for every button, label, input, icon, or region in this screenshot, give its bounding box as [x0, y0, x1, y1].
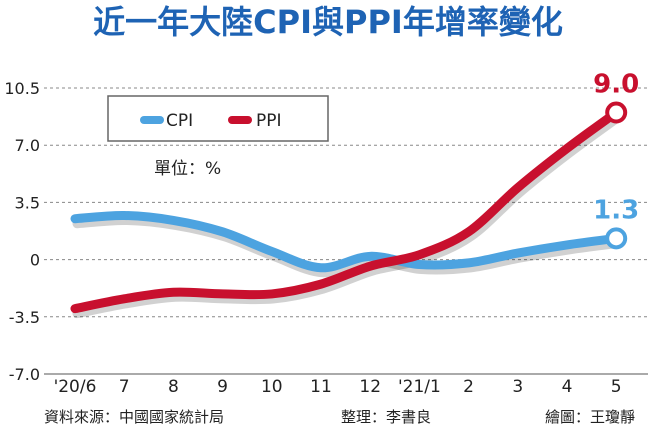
editor-note: 整理：李書良: [341, 408, 432, 426]
y-tick-label: 3.5: [15, 193, 40, 212]
x-tick-label: 9: [217, 377, 228, 397]
chart-title: 近一年大陸CPI與PPI年增率變化: [93, 3, 563, 41]
series-shadow-cpi: [72, 215, 623, 278]
legend-label-ppi: PPI: [256, 111, 282, 131]
series-shadow-ppi: [72, 113, 623, 319]
x-tick-label: 12: [359, 377, 381, 397]
x-tick-label: '21/1: [398, 377, 441, 397]
x-tick-label: 2: [463, 377, 474, 397]
x-tick-label: 8: [168, 377, 179, 397]
series-line-cpi: [70, 210, 621, 273]
x-tick-label: 11: [310, 377, 332, 397]
y-tick-label: 10.5: [4, 79, 40, 98]
unit-label: 單位：%: [154, 159, 221, 179]
series-line-ppi: [70, 108, 621, 314]
x-tick-label: 7: [119, 377, 130, 397]
x-tick-label: 3: [512, 377, 523, 397]
y-tick-label: 7.0: [15, 136, 40, 155]
source-note: 資料來源：中國國家統計局: [44, 408, 225, 426]
end-marker-ppi: [605, 101, 628, 124]
x-tick-label: '20/6: [54, 377, 97, 397]
y-tick-label: 0: [30, 251, 40, 270]
line-chart: 10.5 7.0 3.5 0 -3.5 -7.0 '20/6 7 8 9 10 11 12 '21/1 2 3…: [4, 70, 648, 397]
y-tick-label: -7.0: [9, 365, 40, 384]
legend-label-cpi: CPI: [166, 111, 193, 131]
artist-note: 繪圖：王瓊靜: [545, 408, 636, 426]
end-marker-cpi: [605, 227, 628, 250]
x-tick-label: 4: [562, 377, 573, 397]
end-label-ppi: 9.0: [593, 70, 639, 100]
x-tick-label: 5: [611, 377, 622, 397]
y-tick-label: -3.5: [9, 308, 40, 327]
x-tick-label: 10: [261, 377, 283, 397]
end-label-cpi: 1.3: [593, 195, 639, 225]
